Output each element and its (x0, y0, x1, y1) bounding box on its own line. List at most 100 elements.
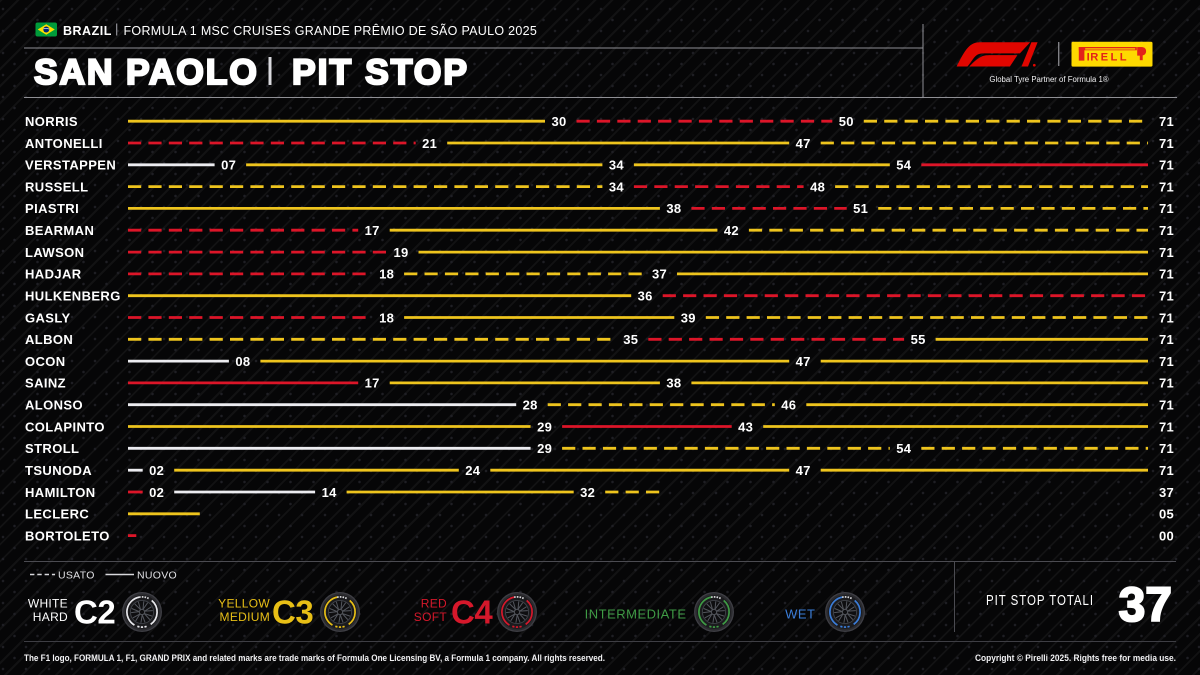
svg-text:COLAPINTO: COLAPINTO (25, 419, 105, 434)
svg-text:29: 29 (537, 419, 552, 434)
svg-text:38: 38 (666, 201, 681, 216)
svg-text:43: 43 (738, 419, 753, 434)
svg-text:WET: WET (785, 606, 815, 621)
svg-text:GASLY: GASLY (25, 310, 71, 325)
svg-text:71: 71 (1159, 201, 1174, 216)
svg-text:MEDIUM: MEDIUM (220, 610, 270, 624)
svg-text:71: 71 (1159, 463, 1174, 478)
svg-text:36: 36 (638, 289, 653, 304)
svg-text:VERSTAPPEN: VERSTAPPEN (25, 158, 116, 173)
svg-text:USATO: USATO (58, 570, 95, 582)
svg-text:17: 17 (365, 223, 380, 238)
svg-text:47: 47 (796, 463, 811, 478)
svg-text:FORMULA 1 MSC CRUISES GRANDE P: FORMULA 1 MSC CRUISES GRANDE PRÊMIO DE S… (124, 23, 538, 38)
svg-text:39: 39 (681, 310, 696, 325)
svg-text:LECLERC: LECLERC (25, 507, 89, 522)
svg-text:71: 71 (1159, 354, 1174, 369)
svg-text:48: 48 (810, 179, 825, 194)
svg-text:71: 71 (1159, 398, 1174, 413)
svg-text:INTERMEDIATE: INTERMEDIATE (585, 606, 687, 621)
svg-text:30: 30 (551, 114, 566, 129)
svg-text:E: E (1101, 51, 1109, 63)
svg-text:46: 46 (781, 398, 796, 413)
svg-text:The F1 logo, FORMULA 1, F1, GR: The F1 logo, FORMULA 1, F1, GRAND PRIX a… (24, 653, 605, 664)
svg-text:ALBON: ALBON (25, 332, 73, 347)
svg-text:WHITE: WHITE (28, 597, 68, 611)
svg-text:71: 71 (1159, 267, 1174, 282)
svg-text:LAWSON: LAWSON (25, 245, 84, 260)
svg-text:BEARMAN: BEARMAN (25, 223, 94, 238)
svg-text:71: 71 (1159, 179, 1174, 194)
svg-text:STROLL: STROLL (25, 441, 79, 456)
svg-text:38: 38 (666, 376, 681, 391)
svg-text:54: 54 (896, 158, 912, 173)
svg-text:28: 28 (523, 398, 538, 413)
svg-text:Copyright © Pirelli 2025. Righ: Copyright © Pirelli 2025. Rights free fo… (975, 653, 1176, 664)
svg-text:55: 55 (911, 332, 926, 347)
svg-text:05: 05 (1159, 507, 1174, 522)
svg-text:71: 71 (1159, 289, 1174, 304)
svg-text:02: 02 (149, 485, 164, 500)
svg-text:18: 18 (379, 310, 394, 325)
svg-text:34: 34 (609, 158, 625, 173)
svg-text:L: L (1111, 51, 1118, 63)
svg-text:71: 71 (1159, 376, 1174, 391)
svg-text:24: 24 (465, 463, 481, 478)
svg-text:C2: C2 (74, 594, 115, 631)
svg-text:OCON: OCON (25, 354, 66, 369)
svg-text:R: R (1090, 51, 1098, 63)
svg-text:PIT STOP TOTALI: PIT STOP TOTALI (986, 593, 1094, 609)
svg-text:BORTOLETO: BORTOLETO (25, 528, 110, 543)
svg-text:32: 32 (580, 485, 595, 500)
svg-text:54: 54 (896, 441, 912, 456)
svg-text:29: 29 (537, 441, 552, 456)
svg-text:08: 08 (235, 354, 250, 369)
svg-text:71: 71 (1159, 136, 1174, 151)
svg-text:PIASTRI: PIASTRI (25, 201, 79, 216)
svg-text:ALONSO: ALONSO (25, 398, 83, 413)
svg-text:C3: C3 (272, 594, 313, 631)
svg-text:71: 71 (1159, 114, 1174, 129)
svg-text:35: 35 (623, 332, 638, 347)
svg-text:02: 02 (149, 463, 164, 478)
svg-text:71: 71 (1159, 441, 1174, 456)
svg-text:71: 71 (1159, 332, 1174, 347)
svg-text:51: 51 (853, 201, 868, 216)
svg-text:19: 19 (393, 245, 408, 260)
svg-text:I: I (1087, 51, 1090, 63)
svg-text:RUSSELL: RUSSELL (25, 179, 88, 194)
svg-text:37: 37 (1119, 579, 1172, 632)
svg-text:L: L (1120, 51, 1127, 63)
svg-text:HADJAR: HADJAR (25, 267, 82, 282)
svg-text:BRAZIL: BRAZIL (63, 24, 112, 38)
svg-text:RED: RED (421, 597, 447, 611)
svg-text:42: 42 (724, 223, 739, 238)
svg-text:00: 00 (1159, 528, 1174, 543)
svg-text:47: 47 (796, 136, 811, 151)
svg-text:71: 71 (1159, 419, 1174, 434)
svg-text:14: 14 (322, 485, 338, 500)
svg-text:PIT STOP: PIT STOP (292, 52, 469, 92)
svg-text:47: 47 (796, 354, 811, 369)
svg-text:C4: C4 (451, 594, 493, 631)
svg-text:18: 18 (379, 267, 394, 282)
svg-text:YELLOW: YELLOW (218, 597, 270, 611)
svg-text:SAINZ: SAINZ (25, 376, 66, 391)
svg-text:71: 71 (1159, 223, 1174, 238)
svg-text:21: 21 (422, 136, 437, 151)
svg-text:34: 34 (609, 179, 625, 194)
svg-text:HARD: HARD (33, 610, 68, 624)
svg-text:50: 50 (839, 114, 854, 129)
svg-text:17: 17 (365, 376, 380, 391)
svg-text:71: 71 (1159, 245, 1174, 260)
svg-text:NORRIS: NORRIS (25, 114, 78, 129)
svg-text:07: 07 (221, 158, 236, 173)
svg-text:37: 37 (652, 267, 667, 282)
svg-text:TSUNODA: TSUNODA (25, 463, 92, 478)
svg-text:Global Tyre Partner of Formula: Global Tyre Partner of Formula 1® (989, 75, 1108, 84)
svg-text:NUOVO: NUOVO (137, 570, 177, 582)
svg-text:SOFT: SOFT (414, 610, 448, 624)
svg-text:71: 71 (1159, 158, 1174, 173)
svg-text:SAN PAOLO: SAN PAOLO (34, 52, 259, 92)
svg-text:HAMILTON: HAMILTON (25, 485, 96, 500)
